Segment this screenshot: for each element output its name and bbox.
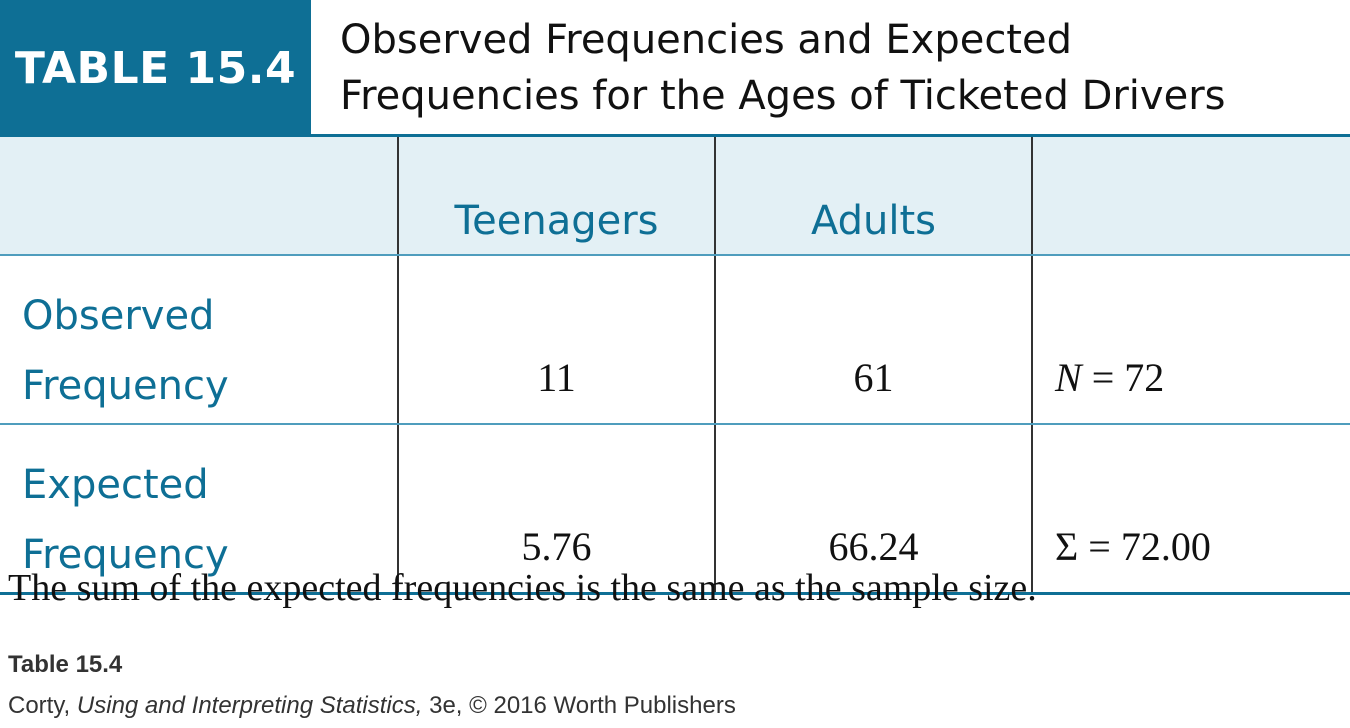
table-tag: Table 15.4 — [8, 651, 123, 678]
cell-observed-total: N = 72 — [1031, 255, 1350, 425]
cell-expected-adults: 66.24 — [714, 424, 1032, 595]
column-header-total — [1031, 137, 1350, 256]
cell-observed-adults: 61 — [714, 255, 1032, 425]
column-header-empty — [0, 137, 398, 256]
cell-expected-teenagers: 5.76 — [397, 424, 715, 595]
source-credit: Corty, Using and Interpreting Statistics… — [8, 692, 736, 720]
column-header-teenagers: Teenagers — [397, 137, 715, 256]
total-value: = 72.00 — [1078, 524, 1211, 569]
table-title-line-2: Frequencies for the Ages of Ticketed Dri… — [340, 73, 1226, 119]
table-title-line-1: Observed Frequencies and Expected — [340, 17, 1072, 63]
total-value: = 72 — [1081, 355, 1165, 400]
table-row-observed: Observed Frequency 11 61 N = 72 — [0, 255, 1350, 425]
row-label-line-2: Frequency — [22, 363, 229, 409]
table-caption: The sum of the expected frequencies is t… — [8, 567, 1037, 609]
credit-book-title: Using and Interpreting Statistics, — [76, 692, 423, 719]
frequency-table: Teenagers Adults Observed Frequency 11 6… — [0, 137, 1350, 595]
cell-observed-teenagers: 11 — [397, 255, 715, 425]
credit-publisher: 3e, © 2016 Worth Publishers — [422, 692, 736, 719]
row-label-expected: Expected Frequency — [0, 424, 398, 595]
cell-expected-total: Σ = 72.00 — [1031, 424, 1350, 595]
table-title: Observed Frequencies and Expected Freque… — [340, 12, 1350, 124]
table-header: TABLE 15.4 Observed Frequencies and Expe… — [0, 0, 1350, 137]
row-label-line-2: Frequency — [22, 532, 229, 578]
total-symbol: Σ — [1055, 524, 1079, 569]
row-label-observed: Observed Frequency — [0, 255, 398, 425]
total-symbol: N — [1055, 355, 1082, 400]
column-header-row: Teenagers Adults — [0, 137, 1350, 256]
row-label-line-1: Observed — [22, 293, 215, 339]
credit-author: Corty, — [8, 692, 77, 719]
table-row-expected: Expected Frequency 5.76 66.24 Σ = 72.00 — [0, 424, 1350, 595]
row-label-line-1: Expected — [22, 462, 209, 508]
column-header-adults: Adults — [714, 137, 1032, 256]
title-rule — [0, 134, 1350, 137]
table-number-badge: TABLE 15.4 — [0, 0, 311, 137]
